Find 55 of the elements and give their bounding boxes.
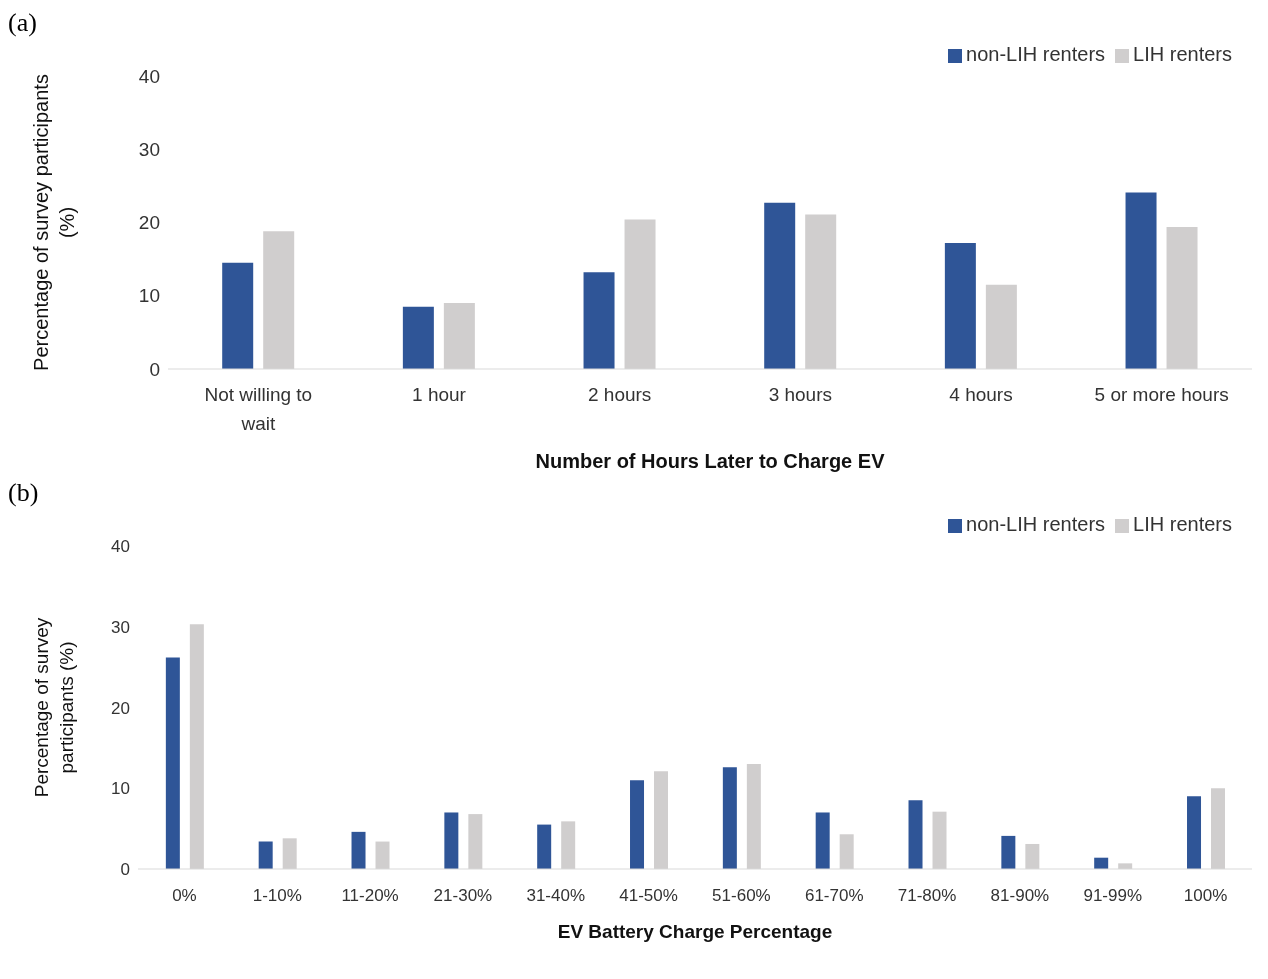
x-tick-label: 21-30% [433,886,493,905]
x-axis-title: Number of Hours Later to Charge EV [535,450,886,472]
y-tick-label: 30 [111,617,130,637]
bar [583,272,615,369]
x-tick-label: 71-80% [897,886,957,905]
x-tick-label: 1-10% [252,886,302,905]
x-tick-label: 2 hours [587,384,652,405]
x-tick-label: 61-70% [804,886,864,905]
chart-title: (a) [8,8,38,38]
legend-label: non-LIH renters [966,513,1106,535]
bar [444,812,459,869]
bar [351,831,366,869]
bar [944,243,976,369]
x-tick-label: 5 or more hours [1094,384,1229,405]
x-tick-label: 1 hour [412,384,467,405]
x-tick-label: Not willing to wait [204,384,313,435]
x-axis-title: EV Battery Charge Percentage [557,921,833,942]
bar [815,812,830,869]
y-tick-label: 0 [120,860,130,880]
bar [258,841,273,869]
legend-label: non-LIH renters [966,43,1106,65]
x-tick-label: 3 hours [768,384,833,405]
bar [222,262,254,369]
bar [630,780,645,869]
bar [1125,192,1157,369]
x-tick-label: 81-90% [990,886,1050,905]
y-tick-label: 40 [138,65,160,87]
y-tick-label: 10 [138,285,160,307]
x-tick-label: 100% [1183,886,1228,905]
x-tick-label: 11-20% [341,886,399,905]
chart-title: (b) [8,478,40,508]
bar [764,202,796,369]
x-tick-label: 0% [172,886,197,905]
bar [402,306,434,369]
bar [537,824,552,869]
x-tick-label: 91-99% [1083,886,1143,905]
x-tick-label: 4 hours [949,384,1013,405]
y-tick-label: 20 [138,212,160,234]
y-tick-label: 30 [138,138,160,160]
bar [1187,796,1202,869]
x-tick-label: 51-60% [712,886,771,905]
y-tick-label: 20 [111,698,130,718]
x-tick-label: 31-40% [526,886,586,905]
bar [722,767,737,869]
y-axis-title: Percentage of survey participants (%) [31,617,77,798]
y-axis-title: Percentage of survey participants (%) [30,74,78,371]
x-tick-label: 41-50% [619,886,678,905]
bar [908,800,923,869]
y-tick-label: 10 [111,779,130,799]
bar [1001,835,1016,869]
y-tick-label: 40 [111,537,130,557]
legend-label: LIH renters [1133,43,1232,65]
y-tick-label: 0 [149,358,160,380]
bar [165,657,180,869]
legend-label: LIH renters [1133,513,1232,535]
